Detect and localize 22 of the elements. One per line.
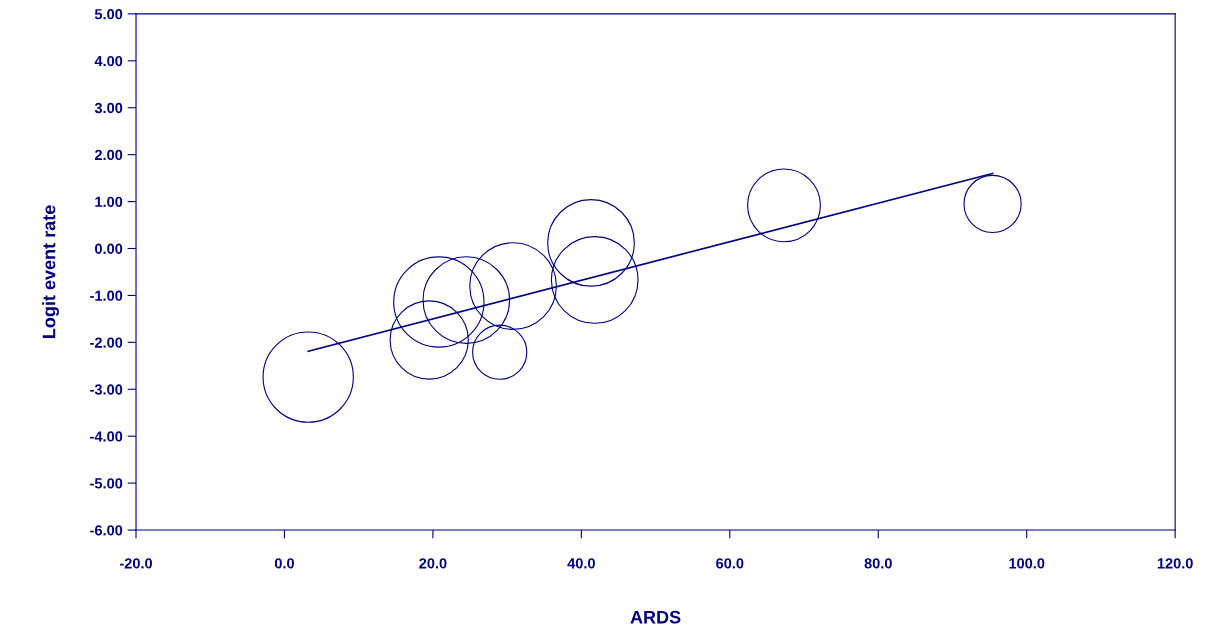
y-tick-label: 2.00 bbox=[94, 149, 123, 161]
x-axis-title: ARDS bbox=[630, 610, 681, 624]
y-tick-label: -3.00 bbox=[90, 384, 123, 395]
y-tick-label: 4.00 bbox=[94, 55, 123, 67]
x-tick-label: 60.0 bbox=[716, 558, 744, 569]
y-axis-title: Logit event rate bbox=[42, 205, 60, 338]
y-tick-label: -5.00 bbox=[90, 478, 123, 489]
x-tick-label: -20.0 bbox=[119, 558, 153, 569]
y-tick-label: -6.00 bbox=[90, 525, 123, 536]
y-tick-label: 5.00 bbox=[94, 8, 123, 20]
y-tick-label: -2.00 bbox=[90, 337, 123, 348]
y-tick-label: -1.00 bbox=[90, 290, 123, 301]
y-tick-label: -4.00 bbox=[90, 431, 123, 442]
x-tick-label: 100.0 bbox=[1009, 558, 1045, 569]
y-tick-label: 1.00 bbox=[95, 196, 123, 207]
x-tick-label: 40.0 bbox=[567, 558, 595, 569]
y-tick-label: 0.00 bbox=[95, 243, 123, 254]
x-tick-label: 120.0 bbox=[1157, 558, 1193, 569]
y-tick-label: 3.00 bbox=[94, 102, 123, 114]
x-tick-label: 20.0 bbox=[419, 558, 447, 569]
x-tick-label: 80.0 bbox=[864, 558, 892, 569]
x-tick-label: 0.0 bbox=[274, 558, 294, 569]
